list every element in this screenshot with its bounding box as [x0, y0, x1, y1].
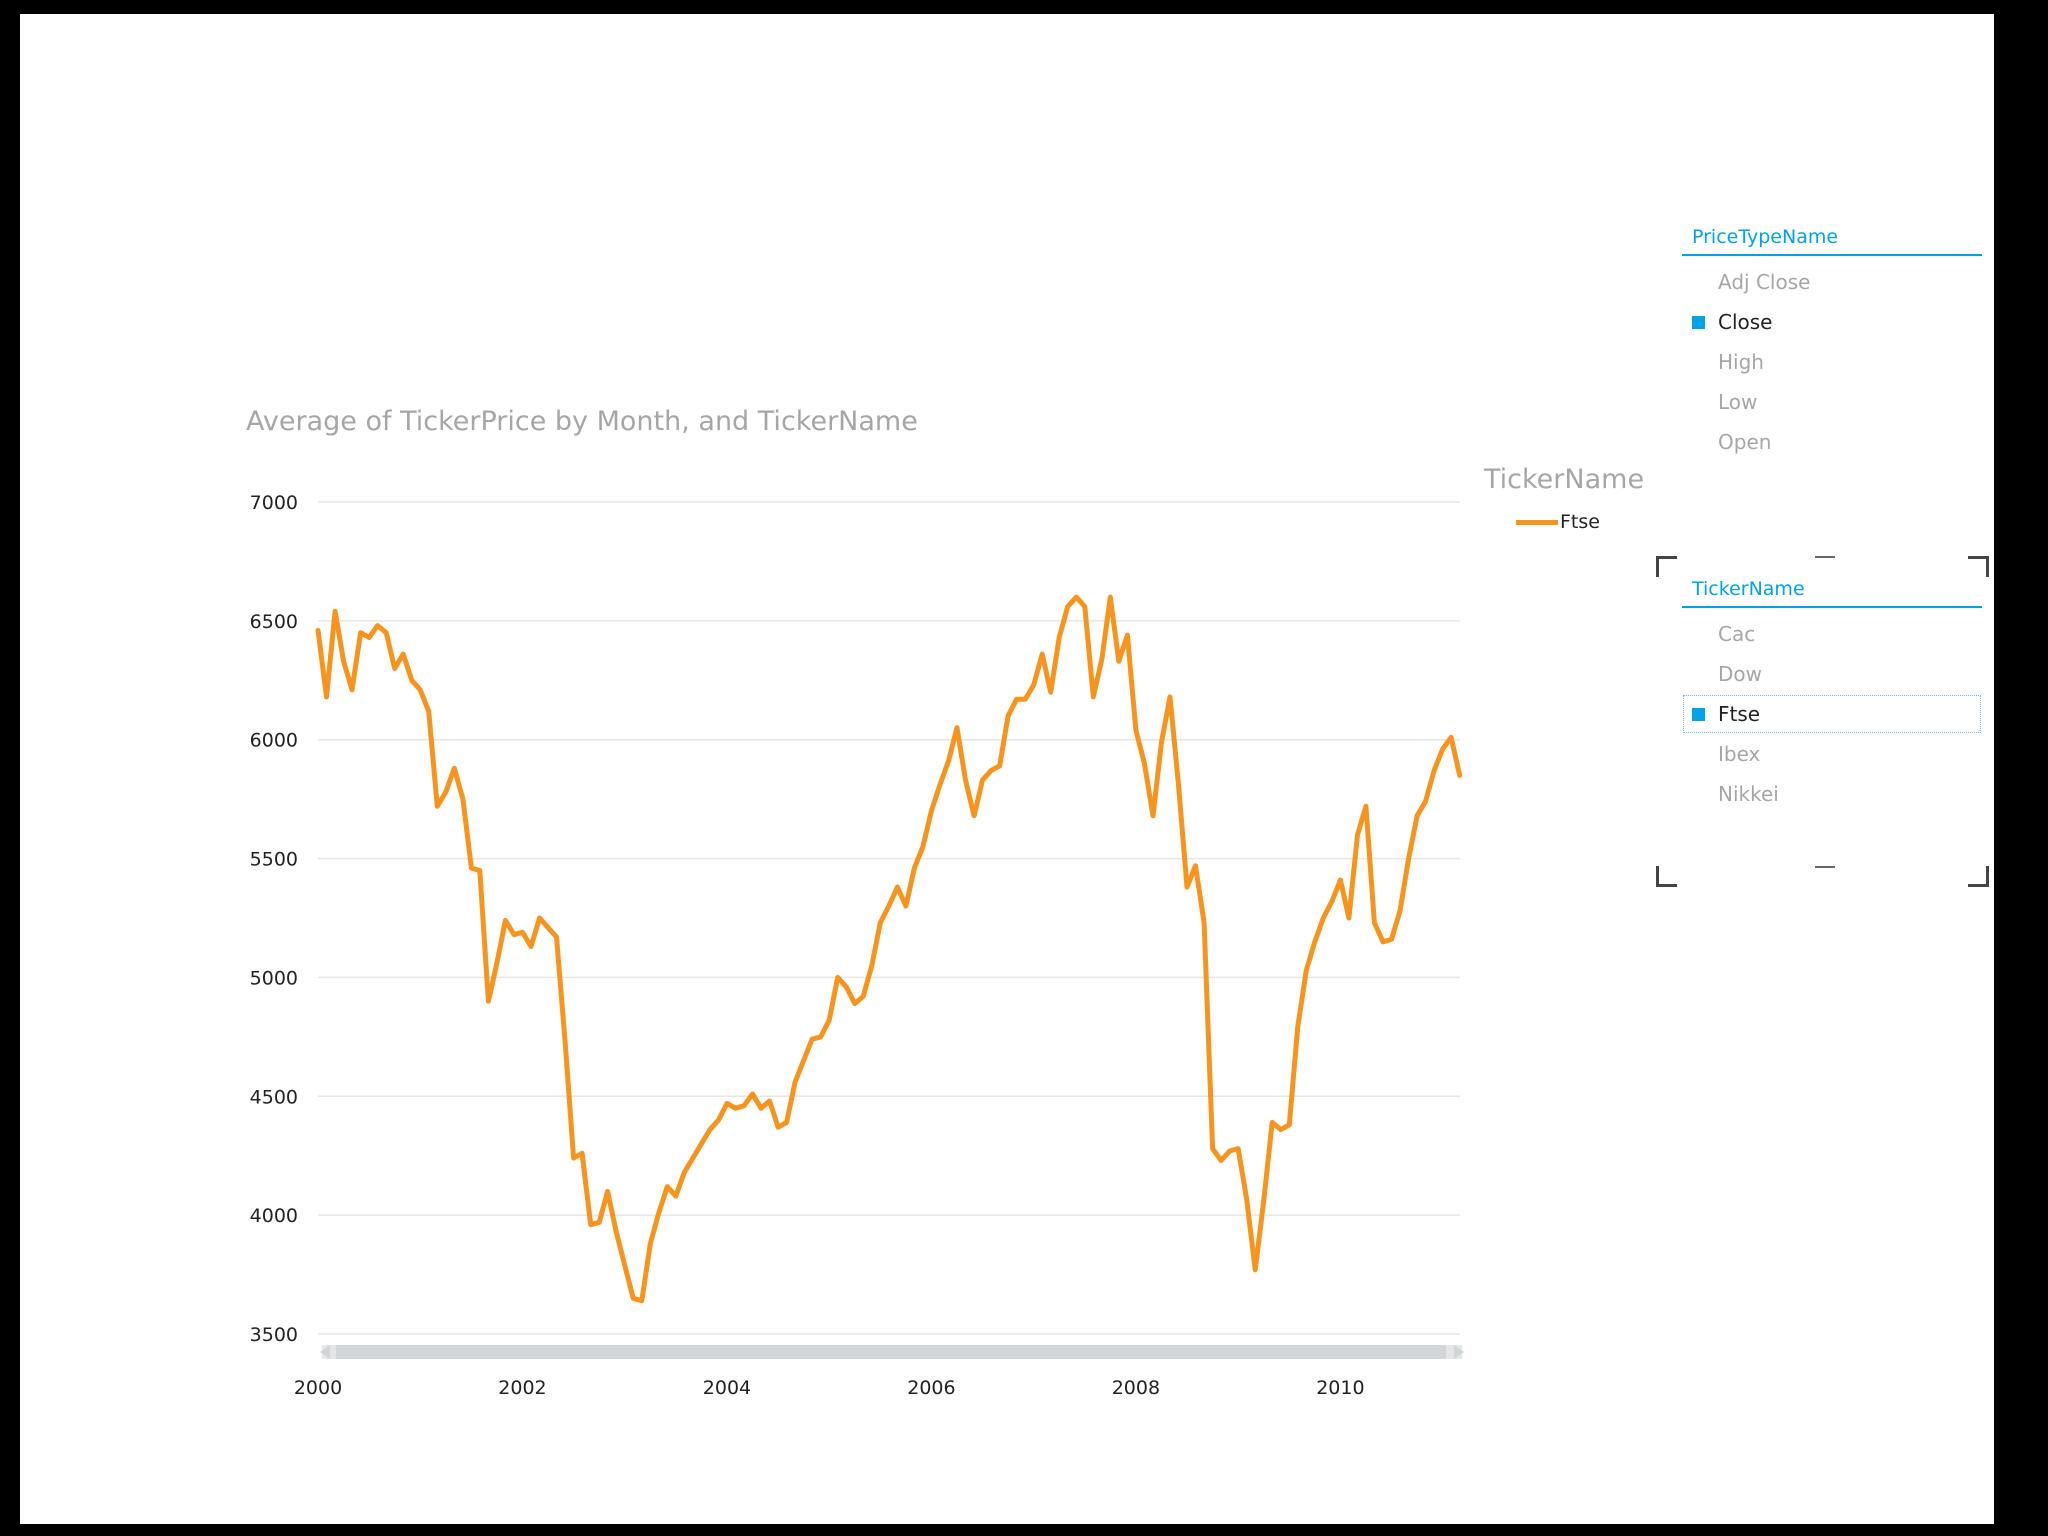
selection-square-icon [1692, 396, 1705, 409]
slicer-item-label: Nikkei [1718, 782, 1779, 806]
slicer-item-label: Adj Close [1718, 270, 1811, 294]
slicer-item-label: Low [1718, 390, 1758, 414]
frame-corner-top-right[interactable] [1968, 556, 1989, 577]
legend-item-ftse[interactable]: Ftse [1516, 511, 1600, 533]
frame-corner-bottom-left[interactable] [1656, 866, 1677, 887]
slicer-item-label: Dow [1718, 662, 1762, 686]
slicer-item-close[interactable]: Close [1682, 302, 1982, 342]
slicer-item-ibex[interactable]: Ibex [1682, 734, 1982, 774]
slicer-item-label: Ibex [1718, 742, 1761, 766]
frame-corner-top-left[interactable] [1656, 556, 1677, 577]
scroll-right-arrow[interactable] [1454, 1345, 1464, 1359]
slicer-item-open[interactable]: Open [1682, 422, 1982, 462]
legend-title: TickerName [1484, 464, 1645, 495]
chart-title: Average of TickerPrice by Month, and Tic… [246, 406, 918, 437]
selection-square-icon [1692, 788, 1705, 801]
selection-square-icon [1692, 356, 1705, 369]
price-type-slicer: PriceTypeName Adj Close Close High Low O… [1682, 226, 1982, 462]
report-canvas: Average of TickerPrice by Month, and Tic… [20, 14, 1994, 1524]
x-tick-label: 2004 [703, 1377, 751, 1399]
y-tick-label: 5500 [250, 849, 298, 871]
y-tick-label: 7000 [250, 492, 298, 514]
selection-square-icon [1692, 436, 1705, 449]
slicer-item-nikkei[interactable]: Nikkei [1682, 774, 1982, 814]
x-tick-label: 2006 [907, 1377, 955, 1399]
slicer-item-cac[interactable]: Cac [1682, 614, 1982, 654]
x-tick-label: 2002 [498, 1377, 546, 1399]
selection-square-icon [1692, 668, 1705, 681]
grid-lines [318, 501, 1460, 1335]
slicer-item-high[interactable]: High [1682, 342, 1982, 382]
slicer-header: PriceTypeName [1682, 226, 1982, 256]
x-tick-label: 2008 [1112, 1377, 1160, 1399]
slicer-item-low[interactable]: Low [1682, 382, 1982, 422]
slicer-item-label: Ftse [1718, 702, 1761, 726]
frame-handle-top[interactable] [1815, 556, 1835, 558]
x-tick-label: 2010 [1316, 1377, 1364, 1399]
slicer-item-dow[interactable]: Dow [1682, 654, 1982, 694]
y-tick-label: 3500 [250, 1324, 298, 1346]
slicer-item-adj-close[interactable]: Adj Close [1682, 262, 1982, 302]
series-layer [315, 594, 1463, 1304]
y-tick-label: 4000 [250, 1205, 298, 1227]
selection-square-icon [1692, 748, 1705, 761]
frame-corner-bottom-right[interactable] [1968, 866, 1989, 887]
y-axis: 3500 4000 4500 5000 5500 6000 6500 7000 [250, 492, 298, 1346]
y-tick-label: 6500 [250, 611, 298, 633]
y-tick-label: 4500 [250, 1086, 298, 1108]
selection-square-icon [1692, 276, 1705, 289]
x-tick-label: 2000 [294, 1377, 342, 1399]
selection-square-icon [1692, 708, 1705, 721]
x-axis: 2000 2002 2004 2006 2008 2010 [294, 1377, 1365, 1399]
frame-handle-bottom[interactable] [1815, 866, 1835, 868]
ticker-slicer: TickerName Cac Dow Ftse Ibex Nikkei [1682, 578, 1982, 814]
legend-label: Ftse [1560, 511, 1600, 533]
y-tick-label: 5000 [250, 967, 298, 989]
selection-square-icon [1692, 316, 1705, 329]
slicer-item-ftse[interactable]: Ftse [1682, 694, 1982, 734]
y-tick-label: 6000 [250, 730, 298, 752]
selection-square-icon [1692, 628, 1705, 641]
series-line-ftse[interactable] [315, 594, 1463, 1304]
slicer-item-label: Cac [1718, 622, 1756, 646]
x-axis-scrollbar[interactable] [320, 1345, 1464, 1359]
slicer-item-label: Close [1718, 310, 1773, 334]
slicer-item-label: High [1718, 350, 1764, 374]
scrollbar-thumb[interactable] [336, 1345, 1446, 1359]
legend-swatch [1516, 519, 1558, 525]
slicer-item-label: Open [1718, 430, 1772, 454]
scroll-left-arrow[interactable] [320, 1345, 330, 1359]
slicer-header: TickerName [1682, 578, 1982, 608]
